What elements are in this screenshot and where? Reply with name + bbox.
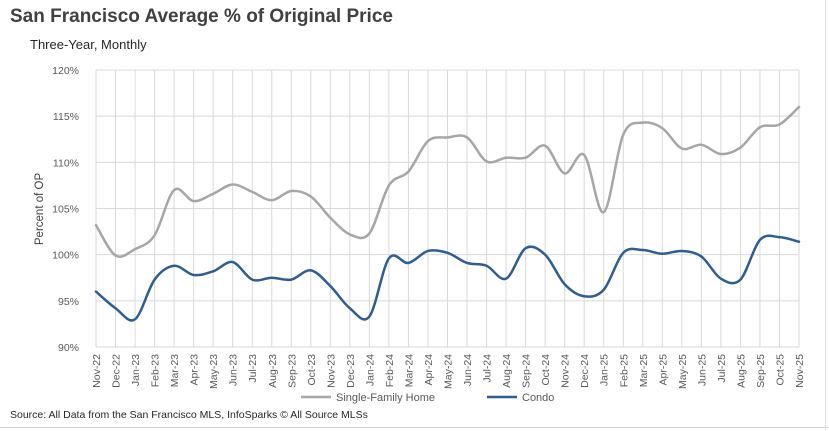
x-tick-label: May-24 (443, 354, 455, 389)
x-tick-label: Mar-25 (638, 354, 650, 387)
series-line-0 (94, 105, 801, 258)
legend-label: Single-Family Home (336, 392, 435, 404)
x-tick-label: Oct-25 (774, 354, 786, 386)
gridlines (95, 69, 800, 348)
x-axis-ticks: Nov-22 Dec-22 Jan-23 Feb-23 Mar-23 Apr-23 May-… (91, 354, 806, 389)
x-tick-label: Apr-23 (189, 354, 201, 386)
x-tick-label: Nov-24 (560, 354, 572, 388)
x-tick-label: Jul-25 (716, 354, 728, 383)
x-tick-label: Dec-24 (579, 354, 591, 388)
x-tick-label: Dec-23 (345, 354, 357, 388)
x-tick-label: Nov-22 (91, 354, 103, 388)
chart-title: San Francisco Average % of Original Pric… (10, 6, 393, 27)
x-tick-label: Mar-24 (403, 354, 415, 387)
chart-subtitle: Three-Year, Monthly (30, 37, 147, 52)
y-tick-label: 90% (58, 342, 79, 354)
source-note: Source: All Data from the San Francisco … (10, 409, 368, 421)
x-tick-label: May-23 (208, 354, 220, 389)
y-axis-title: Percent of OP (34, 173, 46, 246)
x-tick-label: Sep-25 (755, 354, 767, 388)
x-tick-label: Jul-23 (247, 354, 259, 383)
right-divider (825, 0, 826, 431)
y-axis-ticks: 90% 95% 100% 105% 110% 115% 120% (52, 65, 79, 354)
legend-label: Condo (522, 392, 554, 404)
legend: Single-Family Home Condo (301, 392, 554, 404)
x-tick-label: Feb-25 (618, 354, 630, 387)
x-tick-label: Jun-25 (696, 354, 708, 386)
y-tick-label: 105% (52, 204, 79, 216)
series-line-1 (94, 234, 801, 322)
x-tick-label: Dec-22 (111, 354, 123, 388)
x-tick-label: Sep-24 (521, 354, 533, 388)
bottom-divider (0, 427, 829, 428)
x-tick-label: Sep-23 (286, 354, 298, 388)
x-tick-label: Feb-23 (150, 354, 162, 387)
y-tick-label: 95% (58, 296, 79, 308)
x-tick-label: Nov-23 (325, 354, 337, 388)
x-tick-label: Apr-25 (657, 354, 669, 386)
x-tick-label: Feb-24 (384, 354, 396, 387)
x-tick-label: Aug-25 (735, 354, 747, 388)
x-tick-label: Jul-24 (482, 354, 494, 383)
y-tick-label: 100% (52, 250, 79, 262)
x-tick-label: Aug-23 (267, 354, 279, 388)
x-tick-label: Jan-23 (130, 354, 142, 386)
series-lines (94, 105, 801, 322)
x-tick-label: Oct-23 (306, 354, 318, 386)
x-tick-label: Jan-24 (364, 354, 376, 386)
x-tick-label: Oct-24 (540, 354, 552, 386)
x-tick-label: May-25 (677, 354, 689, 389)
x-tick-label: Mar-23 (169, 354, 181, 387)
y-tick-label: 110% (53, 157, 79, 169)
x-tick-label: Jun-23 (228, 354, 240, 386)
x-tick-label: Nov-25 (794, 354, 806, 388)
y-tick-label: 115% (53, 111, 79, 123)
x-tick-label: Aug-24 (501, 354, 513, 388)
y-tick-label: 120% (52, 65, 79, 77)
x-tick-label: Jan-25 (599, 354, 611, 386)
x-tick-label: Apr-24 (423, 354, 435, 386)
x-tick-label: Jun-24 (462, 354, 474, 386)
